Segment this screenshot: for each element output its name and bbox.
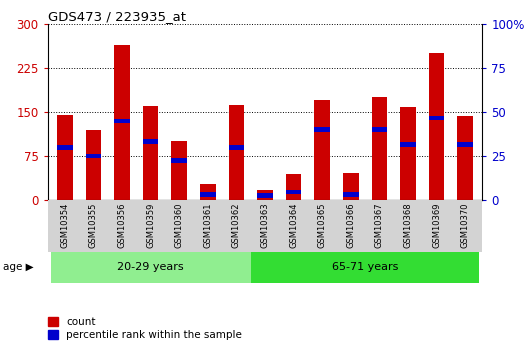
- Text: GSM10361: GSM10361: [204, 203, 213, 248]
- Text: GSM10366: GSM10366: [346, 203, 355, 248]
- Bar: [314, 127, 330, 132]
- Text: GSM10356: GSM10356: [118, 203, 127, 248]
- Bar: [429, 116, 445, 120]
- Bar: [400, 142, 416, 147]
- Bar: [457, 116, 473, 200]
- Bar: [286, 174, 302, 200]
- Text: GSM10355: GSM10355: [89, 203, 98, 248]
- Bar: [143, 106, 158, 200]
- Bar: [200, 184, 216, 200]
- Bar: [171, 158, 187, 162]
- Bar: [57, 115, 73, 200]
- Text: GSM10368: GSM10368: [403, 203, 412, 248]
- Text: GSM10365: GSM10365: [317, 203, 326, 248]
- Bar: [257, 189, 273, 200]
- Bar: [114, 45, 130, 200]
- Text: 65-71 years: 65-71 years: [332, 263, 398, 272]
- Text: GSM10362: GSM10362: [232, 203, 241, 248]
- Bar: [343, 192, 359, 197]
- Text: GSM10360: GSM10360: [175, 203, 184, 248]
- Legend: count, percentile rank within the sample: count, percentile rank within the sample: [48, 317, 242, 340]
- Bar: [85, 130, 101, 200]
- Bar: [372, 127, 387, 132]
- Bar: [143, 139, 158, 144]
- Text: 20-29 years: 20-29 years: [117, 263, 184, 272]
- Bar: [228, 105, 244, 200]
- Text: GSM10370: GSM10370: [461, 203, 470, 248]
- Bar: [314, 100, 330, 200]
- Bar: [171, 141, 187, 200]
- Text: GSM10354: GSM10354: [60, 203, 69, 248]
- Bar: [228, 145, 244, 150]
- Text: GSM10369: GSM10369: [432, 203, 441, 248]
- Text: GDS473 / 223935_at: GDS473 / 223935_at: [48, 10, 186, 23]
- Bar: [114, 119, 130, 123]
- Bar: [200, 192, 216, 197]
- Text: GSM10363: GSM10363: [261, 203, 269, 248]
- Text: GSM10364: GSM10364: [289, 203, 298, 248]
- Text: age ▶: age ▶: [3, 263, 33, 272]
- Bar: [85, 154, 101, 158]
- Bar: [257, 193, 273, 198]
- Bar: [429, 53, 445, 200]
- Bar: [400, 107, 416, 200]
- Text: GSM10367: GSM10367: [375, 203, 384, 248]
- Text: GSM10359: GSM10359: [146, 203, 155, 248]
- FancyBboxPatch shape: [48, 200, 482, 252]
- Bar: [57, 145, 73, 150]
- Bar: [343, 172, 359, 200]
- Bar: [286, 189, 302, 194]
- Bar: [372, 97, 387, 200]
- FancyBboxPatch shape: [50, 252, 251, 283]
- FancyBboxPatch shape: [251, 252, 480, 283]
- Bar: [457, 142, 473, 147]
